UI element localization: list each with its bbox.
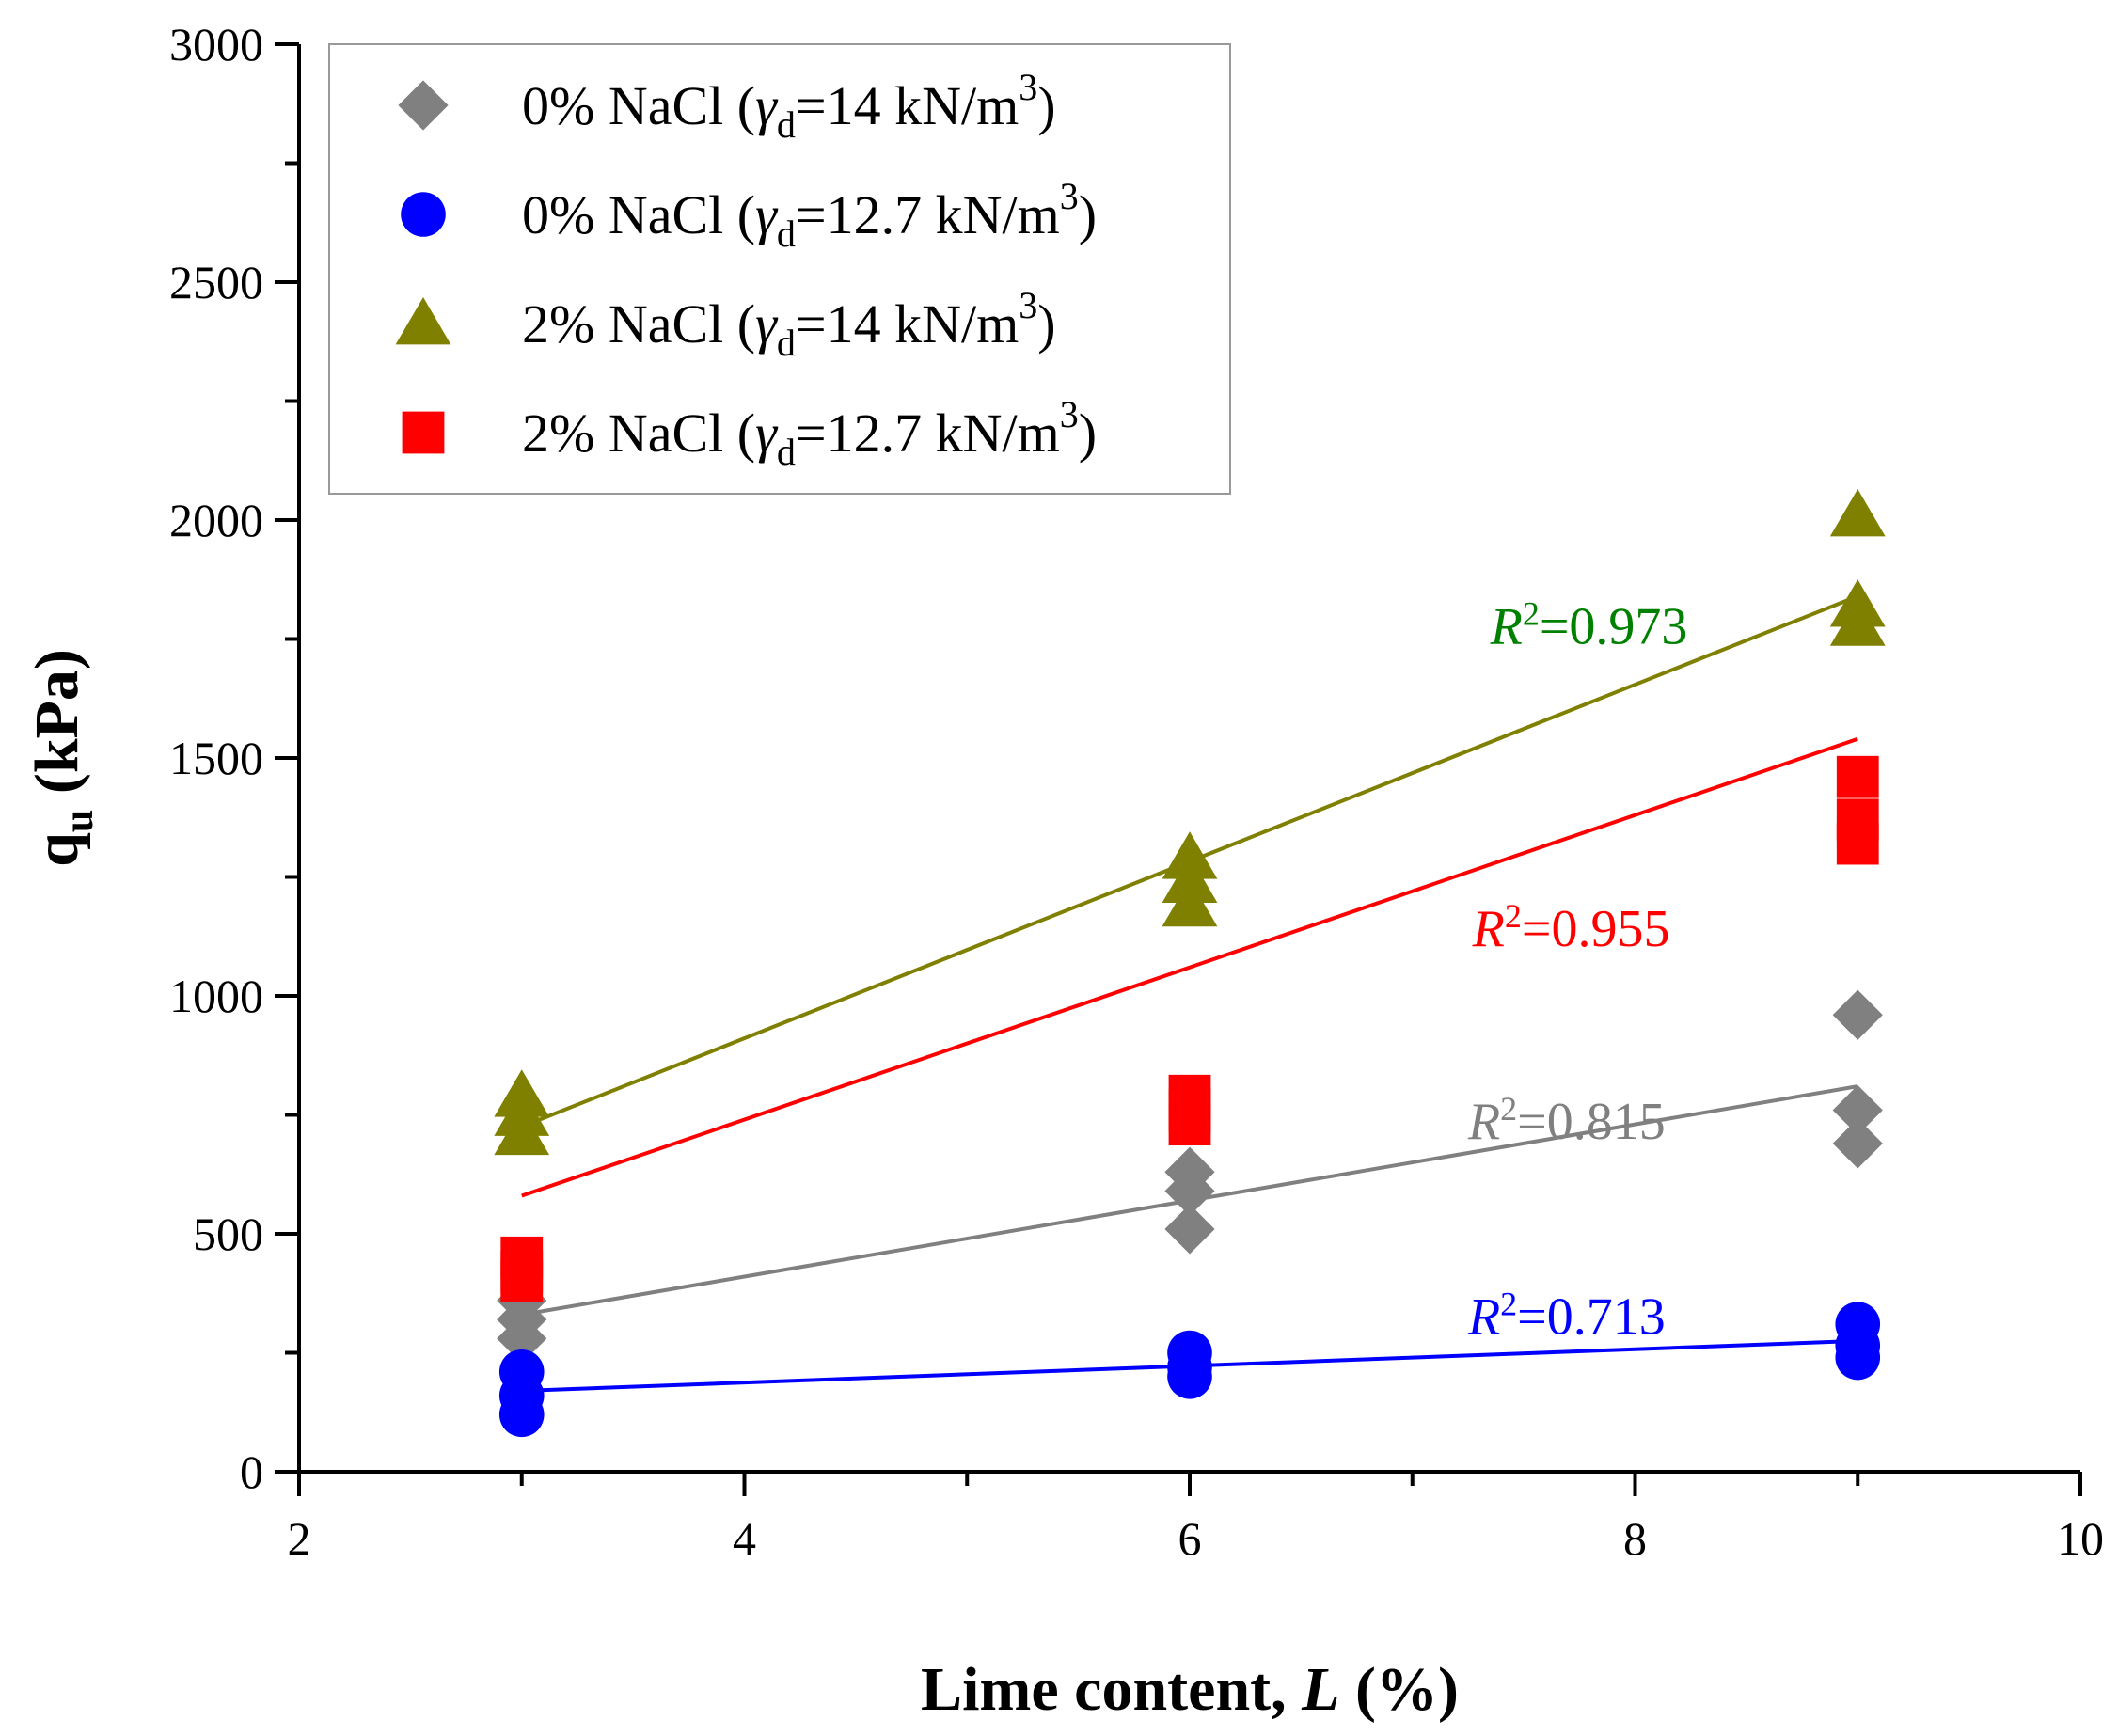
x-axis-title-unit: (%): [1339, 1655, 1458, 1724]
data-point-square: [1836, 798, 1879, 842]
y-tick-label: 500: [193, 1207, 263, 1260]
legend-exponent: 3: [1060, 175, 1079, 217]
data-point-diamond: [1832, 989, 1883, 1040]
data-point-square: [1168, 1074, 1211, 1117]
data-point-triangle: [1162, 878, 1218, 927]
r2-label: R2=0.955: [1472, 897, 1670, 958]
data-points: [494, 488, 1886, 1438]
r2-label: R2=0.713: [1467, 1285, 1666, 1346]
legend-suffix: ): [1079, 402, 1097, 464]
data-point-diamond: [1164, 1204, 1215, 1255]
x-axis-title-variable: L: [1301, 1655, 1339, 1724]
data-point-triangle: [494, 1069, 550, 1117]
data-point-square: [402, 411, 445, 454]
r2-label: R2=0.815: [1467, 1090, 1666, 1151]
legend-entry-label: 2% NaCl (γd=14 kN/m3): [522, 284, 1056, 364]
legend-gamma: γ: [755, 184, 779, 245]
legend-suffix: ): [1037, 75, 1055, 136]
legend-value: =14 kN/m: [796, 75, 1019, 136]
r2-value: =0.955: [1522, 900, 1670, 958]
legend-entry-label: 2% NaCl (γd=12.7 kN/m3): [522, 393, 1097, 473]
legend-suffix: ): [1079, 184, 1097, 245]
data-point-square: [500, 1236, 544, 1279]
legend-entry-label: 0% NaCl (γd=12.7 kN/m3): [522, 175, 1097, 255]
trendlines: [521, 594, 1858, 1393]
legend-exponent: 3: [1019, 284, 1037, 326]
data-point-triangle: [1162, 831, 1218, 879]
x-tick-label: 4: [733, 1512, 756, 1565]
r2-symbol: R: [1467, 1093, 1500, 1151]
r2-exponent: 2: [1500, 1285, 1517, 1322]
data-point-triangle: [1829, 488, 1886, 537]
legend-suffix: ): [1037, 293, 1055, 355]
r2-symbol: R: [1472, 900, 1505, 958]
r2-symbol: R: [1467, 1287, 1500, 1346]
legend-gamma-subscript: d: [777, 322, 796, 364]
legend-gamma: γ: [755, 293, 779, 355]
legend-value: =14 kN/m: [796, 293, 1019, 355]
legend-value: =12.7 kN/m: [796, 402, 1060, 464]
x-axis-title-main: Lime content,: [921, 1655, 1302, 1724]
r2-label: R2=0.973: [1490, 595, 1688, 656]
y-tick-label: 1500: [169, 732, 263, 784]
legend-gamma-subscript: d: [777, 103, 796, 146]
legend-prefix: 0% NaCl (: [522, 75, 755, 136]
y-axis-title: qu (kPa): [23, 649, 102, 867]
data-point-diamond: [1164, 1146, 1215, 1197]
y-axis-title-subscript: u: [55, 810, 102, 832]
legend-prefix: 0% NaCl (: [522, 184, 755, 245]
r2-value: =0.815: [1517, 1093, 1666, 1151]
legend-value: =12.7 kN/m: [796, 184, 1060, 245]
legend: 0% NaCl (γd=14 kN/m3)0% NaCl (γd=12.7 kN…: [328, 43, 1231, 495]
legend-exponent: 3: [1060, 393, 1079, 435]
x-tick-label: 8: [1623, 1512, 1647, 1565]
legend-box: [328, 43, 1231, 495]
y-axis-title-main: q: [23, 832, 91, 867]
legend-prefix: 2% NaCl (: [522, 293, 755, 355]
legend-gamma-subscript: d: [777, 213, 796, 255]
data-point-diamond: [1832, 1118, 1883, 1169]
data-point-triangle: [1162, 855, 1218, 903]
r2-value: =0.713: [1517, 1287, 1666, 1346]
data-point-circle: [401, 192, 446, 237]
data-point-circle: [1835, 1302, 1881, 1347]
data-point-triangle: [1829, 579, 1886, 627]
r2-exponent: 2: [1500, 1090, 1517, 1128]
data-point-circle: [1167, 1330, 1212, 1376]
data-point-triangle: [395, 297, 451, 345]
data-point-circle: [498, 1349, 545, 1395]
y-tick-label: 2000: [169, 494, 263, 546]
r2-value: =0.973: [1540, 598, 1688, 656]
y-tick-label: 0: [240, 1445, 263, 1498]
legend-prefix: 2% NaCl (: [522, 402, 755, 464]
data-point-diamond: [1832, 1084, 1883, 1136]
legend-exponent: 3: [1019, 66, 1037, 108]
axis-titles: Lime content, L (%) qu (kPa): [23, 649, 1459, 1724]
data-point-square: [1836, 755, 1879, 798]
legend-gamma: γ: [755, 75, 779, 136]
r2-exponent: 2: [1523, 595, 1540, 633]
legend-gamma-subscript: d: [777, 431, 796, 473]
x-tick-label: 6: [1178, 1512, 1202, 1565]
y-tick-label: 3000: [169, 18, 263, 71]
x-axis-title: Lime content, L (%): [921, 1655, 1459, 1724]
x-tick-label: 2: [288, 1512, 311, 1565]
trendline: [521, 736, 1858, 1198]
r2-symbol: R: [1490, 598, 1523, 656]
data-point-diamond: [398, 80, 449, 131]
legend-entry-label: 0% NaCl (γd=14 kN/m3): [522, 66, 1056, 146]
y-axis-title-unit: (kPa): [23, 649, 91, 809]
x-tick-label: 10: [2057, 1512, 2104, 1565]
y-tick-label: 2500: [169, 256, 263, 308]
legend-gamma: γ: [755, 402, 779, 464]
axes: 2 4 6 8 10 0 500 1000 1500 2000 2500 3000: [169, 18, 2104, 1565]
y-tick-label: 1000: [169, 970, 263, 1022]
r2-exponent: 2: [1505, 897, 1522, 935]
